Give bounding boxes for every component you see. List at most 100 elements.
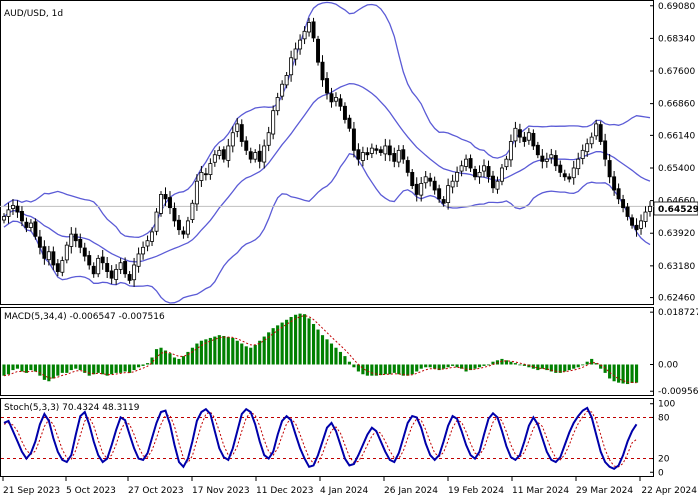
x-axis-label: 4 Jan 2024: [320, 486, 368, 496]
candle-body: [338, 98, 343, 107]
candle-body: [316, 38, 320, 63]
candle-body: [639, 220, 643, 229]
current-price-label: 0.64529: [658, 205, 698, 215]
macd-bar: [334, 347, 338, 365]
macd-bar: [141, 364, 145, 366]
candle-body: [2, 216, 6, 221]
candle-body: [145, 240, 150, 247]
candle-body: [271, 110, 276, 135]
candle-body: [450, 180, 455, 188]
candle-body: [114, 268, 119, 280]
candle-body: [226, 145, 231, 161]
macd-bar: [253, 344, 257, 365]
candle-body: [64, 244, 69, 261]
macd-bar: [123, 364, 127, 372]
candle-body: [132, 264, 137, 281]
candle-body: [123, 261, 128, 275]
candle-body: [217, 149, 222, 156]
macd-title: MACD(5,34,4) -0.006547 -0.007516: [4, 312, 165, 322]
candle-body: [325, 78, 329, 94]
candle-body: [410, 171, 415, 187]
candle-body: [221, 149, 226, 160]
macd-bar: [392, 364, 396, 373]
candle-body: [517, 129, 522, 138]
x-axis-label: 11 Dec 2023: [256, 486, 314, 496]
candle-body: [612, 176, 617, 191]
macd-bar: [105, 364, 109, 376]
x-axis-label: 17 Nov 2023: [192, 486, 250, 496]
price-axis-label: 0.68340: [658, 34, 695, 44]
candle-body: [405, 160, 410, 173]
macd-bar: [522, 364, 526, 366]
macd-bar: [383, 364, 387, 375]
macd-bar: [486, 364, 491, 366]
candle-body: [244, 140, 249, 151]
candle-body: [136, 253, 141, 267]
macd-bar: [540, 364, 544, 369]
macd-bar: [545, 364, 549, 371]
candle-body: [293, 48, 298, 60]
price-plot: 0.69080 0.68340 0.67600 0.66860 0.66140 0.654…: [0, 1, 695, 304]
macd-bar: [11, 364, 15, 371]
macd-bar: [477, 364, 482, 368]
candle-body: [19, 211, 24, 222]
macd-bar: [527, 364, 531, 368]
candle-body: [141, 246, 146, 255]
macd-bar: [181, 356, 186, 365]
bollinger-upper-band: [3, 1, 651, 238]
candle-body: [513, 127, 518, 142]
macd-bar: [240, 343, 244, 365]
macd-bar: [298, 313, 302, 365]
macd-bar: [29, 364, 33, 371]
macd-bar: [258, 340, 262, 365]
macd-bar: [276, 325, 280, 365]
macd-bar: [56, 364, 60, 376]
candle-body: [262, 145, 267, 163]
bollinger-lower-band: [3, 152, 651, 304]
candle-body: [643, 211, 648, 222]
macd-bar: [145, 363, 150, 365]
candle-body: [159, 194, 163, 214]
macd-bar: [311, 323, 316, 365]
candle-body: [423, 176, 428, 184]
macd-bar: [316, 329, 320, 365]
macd-bar: [289, 316, 293, 365]
macd-bar: [83, 364, 87, 373]
macd-bar: [504, 360, 509, 365]
stoch-axis-label: 0: [658, 468, 664, 478]
candle-body: [634, 224, 639, 231]
macd-bar: [460, 364, 464, 369]
price-pane[interactable]: [0, 0, 654, 305]
candle-body: [562, 173, 567, 178]
candle-body: [253, 152, 258, 160]
candle-body: [401, 149, 406, 160]
macd-bar: [437, 364, 441, 371]
candle-body: [616, 188, 621, 200]
candle-body: [163, 194, 168, 200]
candle-body: [28, 222, 33, 228]
candle-body: [289, 57, 294, 76]
candle-body: [230, 132, 235, 147]
candle-body: [334, 97, 338, 102]
macd-bar: [617, 364, 621, 383]
macd-bar: [572, 364, 576, 369]
candle-body: [248, 151, 253, 160]
candle-body: [441, 199, 446, 204]
stoch-pane[interactable]: [0, 398, 654, 477]
macd-bar: [235, 340, 239, 365]
macd-bar: [585, 361, 589, 365]
candle-body: [432, 180, 437, 191]
candle-body: [329, 93, 334, 103]
candle-body: [603, 140, 608, 160]
candle-body: [298, 39, 303, 50]
stoch-axis-label: 100: [658, 400, 675, 410]
macd-bar: [388, 364, 392, 375]
candle-body: [607, 160, 612, 178]
macd-bar: [262, 336, 266, 365]
macd-signal-line: [3, 315, 637, 384]
macd-bar: [419, 364, 423, 369]
macd-bar: [397, 364, 401, 375]
price-axis-label: 0.67600: [658, 67, 695, 77]
stoch-signal-line: [3, 410, 637, 468]
